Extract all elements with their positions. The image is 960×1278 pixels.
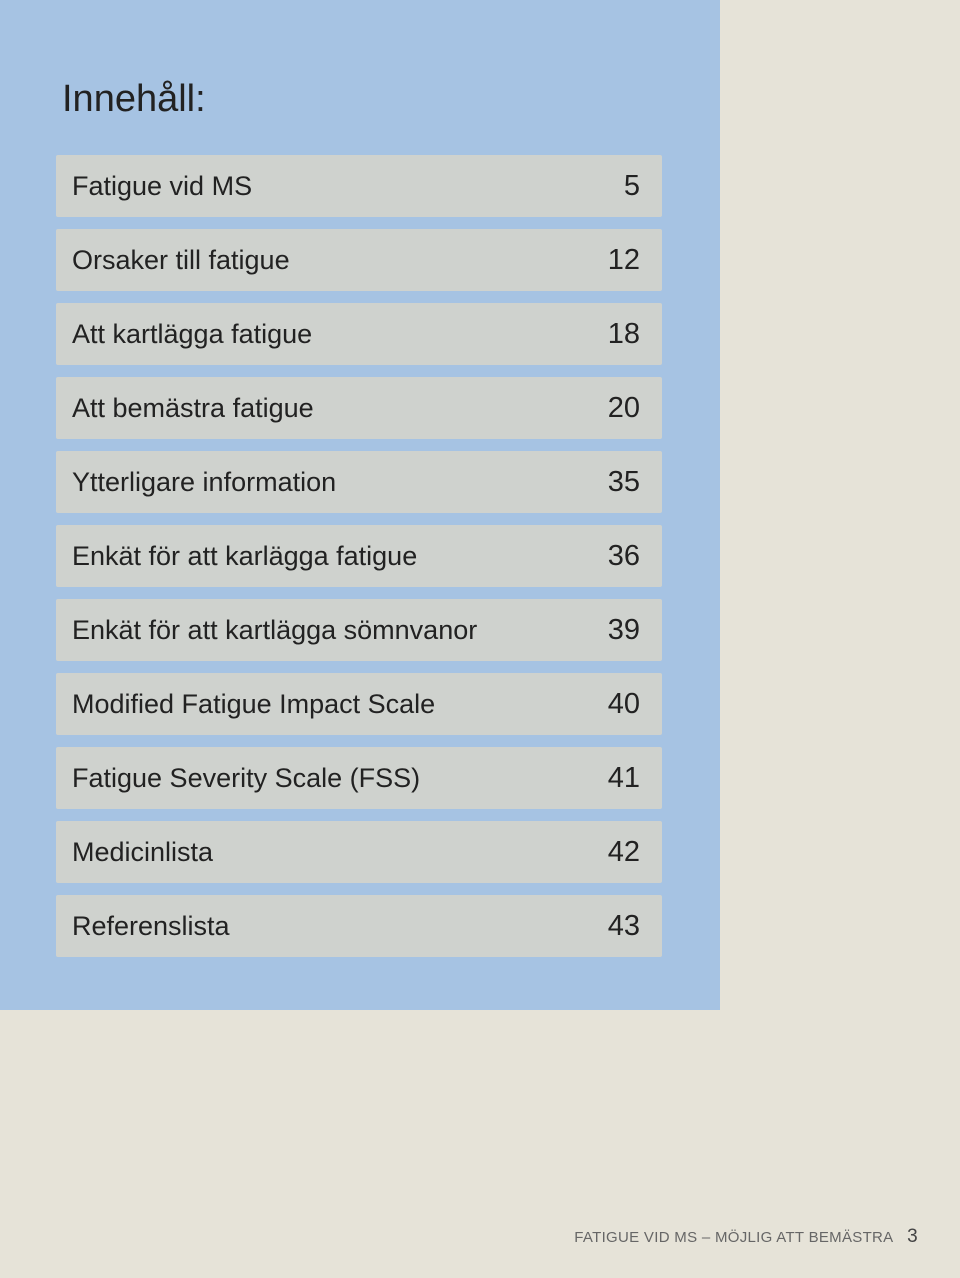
toc-heading: Innehåll: bbox=[56, 78, 662, 121]
toc-row: Orsaker till fatigue 12 bbox=[56, 229, 662, 291]
toc-row: Att kartlägga fatigue 18 bbox=[56, 303, 662, 365]
toc-panel: Innehåll: Fatigue vid MS 5 Orsaker till … bbox=[0, 0, 720, 1010]
toc-row: Enkät för att kartlägga sömnvanor 39 bbox=[56, 599, 662, 661]
toc-row: Ytterligare information 35 bbox=[56, 451, 662, 513]
toc-page-number: 5 bbox=[594, 170, 640, 203]
toc-label: Enkät för att kartlägga sömnvanor bbox=[72, 615, 477, 646]
toc-page-number: 12 bbox=[594, 244, 640, 277]
toc-page-number: 39 bbox=[594, 614, 640, 647]
toc-row: Medicinlista 42 bbox=[56, 821, 662, 883]
toc-page-number: 42 bbox=[594, 836, 640, 869]
toc-row: Modified Fatigue Impact Scale 40 bbox=[56, 673, 662, 735]
toc-label: Referenslista bbox=[72, 911, 230, 942]
toc-page-number: 40 bbox=[594, 688, 640, 721]
toc-row: Att bemästra fatigue 20 bbox=[56, 377, 662, 439]
toc-row: Fatigue Severity Scale (FSS) 41 bbox=[56, 747, 662, 809]
toc-row: Referenslista 43 bbox=[56, 895, 662, 957]
toc-label: Ytterligare information bbox=[72, 467, 336, 498]
page-footer: FATIGUE VID MS – MÖJLIG ATT BEMÄSTRA 3 bbox=[574, 1226, 918, 1248]
toc-label: Fatigue Severity Scale (FSS) bbox=[72, 763, 420, 794]
toc-label: Orsaker till fatigue bbox=[72, 245, 290, 276]
toc-label: Att bemästra fatigue bbox=[72, 393, 314, 424]
toc-label: Medicinlista bbox=[72, 837, 213, 868]
toc-row: Fatigue vid MS 5 bbox=[56, 155, 662, 217]
toc-label: Att kartlägga fatigue bbox=[72, 319, 312, 350]
toc-label: Fatigue vid MS bbox=[72, 171, 252, 202]
toc-page-number: 20 bbox=[594, 392, 640, 425]
toc-label: Modified Fatigue Impact Scale bbox=[72, 689, 435, 720]
toc-page-number: 43 bbox=[594, 910, 640, 943]
toc-label: Enkät för att karlägga fatigue bbox=[72, 541, 417, 572]
toc-page-number: 41 bbox=[594, 762, 640, 795]
footer-text: FATIGUE VID MS – MÖJLIG ATT BEMÄSTRA bbox=[574, 1229, 892, 1246]
toc-page-number: 36 bbox=[594, 540, 640, 573]
toc-page-number: 18 bbox=[594, 318, 640, 351]
toc-page-number: 35 bbox=[594, 466, 640, 499]
toc-row: Enkät för att karlägga fatigue 36 bbox=[56, 525, 662, 587]
footer-page-number: 3 bbox=[907, 1226, 918, 1248]
